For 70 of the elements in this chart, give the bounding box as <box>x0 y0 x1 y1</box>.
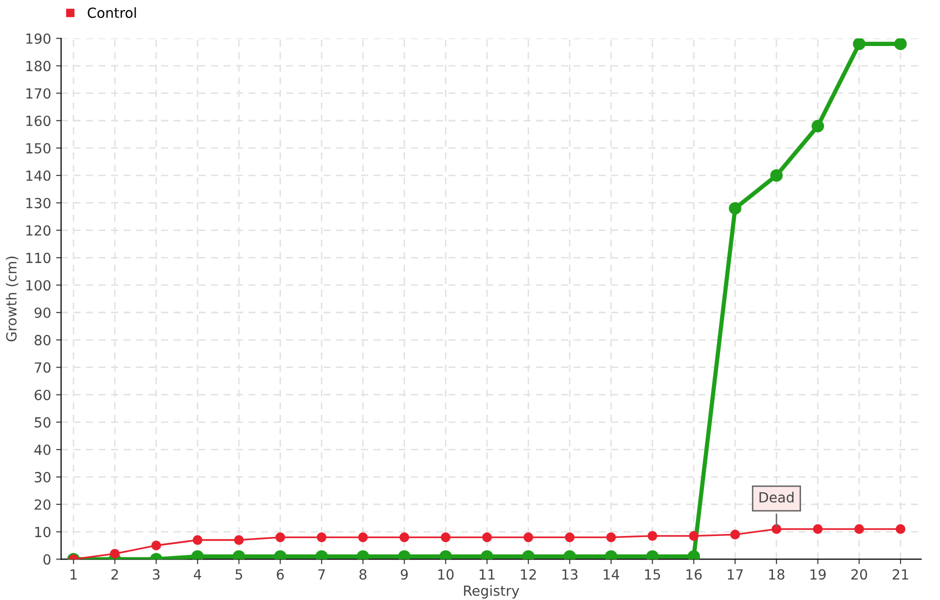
y-tick-label: 20 <box>34 499 50 510</box>
point <box>812 120 824 132</box>
point <box>440 532 451 542</box>
y-tick-label: 80 <box>34 334 50 346</box>
point <box>151 540 162 550</box>
x-tick-label: 14 <box>604 569 620 580</box>
x-tick-label: 4 <box>194 569 202 580</box>
y-tick-label: 40 <box>34 444 50 456</box>
x-tick-label: 12 <box>521 569 536 580</box>
point <box>894 38 907 50</box>
y-tick-label: 190 <box>26 33 50 44</box>
point <box>854 524 864 534</box>
x-tick-label: 5 <box>236 569 242 580</box>
point <box>110 548 120 559</box>
point <box>730 530 740 540</box>
y-tick-label: 90 <box>34 307 50 318</box>
point <box>564 532 575 542</box>
point <box>192 535 202 545</box>
x-tick-label: 13 <box>562 569 578 580</box>
point <box>688 531 699 541</box>
x-tick-label: 3 <box>152 569 160 580</box>
point <box>316 532 326 542</box>
point <box>852 38 866 50</box>
point <box>812 524 823 534</box>
x-tick-label: 1 <box>70 569 77 580</box>
x-tick-label: 15 <box>645 569 660 580</box>
point <box>896 524 906 534</box>
x-tick-label: 11 <box>480 569 495 580</box>
point <box>482 532 492 542</box>
y-tick-label: 60 <box>34 390 50 400</box>
x-tick-label: 10 <box>438 569 454 580</box>
x-tick-label: 19 <box>810 569 826 580</box>
point <box>399 532 410 542</box>
x-tick-label: 7 <box>318 569 325 580</box>
annotation: Dead <box>760 492 794 503</box>
y-tick-label: 50 <box>34 417 50 428</box>
y-axis-title: Growth (cm) <box>6 256 18 342</box>
y-tick-label: 170 <box>26 88 50 99</box>
point <box>524 532 534 542</box>
y-tick-label: 10 <box>35 526 50 538</box>
point <box>772 524 782 534</box>
x-tick-label: 6 <box>276 569 284 580</box>
x-tick-label: 17 <box>728 569 743 580</box>
x-tick-label: 16 <box>686 569 702 580</box>
x-tick-label: 20 <box>851 569 868 580</box>
y-tick-label: 30 <box>34 472 50 482</box>
point <box>606 532 616 542</box>
y-tick-label: 110 <box>26 252 50 264</box>
y-tick-label: 150 <box>26 143 50 154</box>
x-tick-label: 18 <box>769 569 784 580</box>
point <box>358 532 368 542</box>
y-tick-label: 70 <box>34 362 50 373</box>
x-tick-label: 2 <box>111 569 118 580</box>
y-tick-label: 120 <box>26 225 50 236</box>
x-tick-label: 21 <box>892 569 908 580</box>
y-tick-label: 140 <box>26 170 50 181</box>
x-axis-title: Registry <box>464 585 520 599</box>
x-tick-label: 8 <box>359 569 366 580</box>
point <box>234 535 244 545</box>
point <box>275 532 286 542</box>
point <box>648 531 658 541</box>
x-tick-label: 9 <box>400 569 408 580</box>
point <box>770 169 783 182</box>
point <box>728 202 742 215</box>
y-tick-label: 160 <box>26 116 50 126</box>
y-tick-label: 0 <box>43 554 50 565</box>
y-tick-label: 100 <box>26 280 50 291</box>
y-tick-label: 180 <box>26 60 50 72</box>
legend-label: Control <box>88 7 136 18</box>
y-tick-label: 130 <box>26 198 50 208</box>
